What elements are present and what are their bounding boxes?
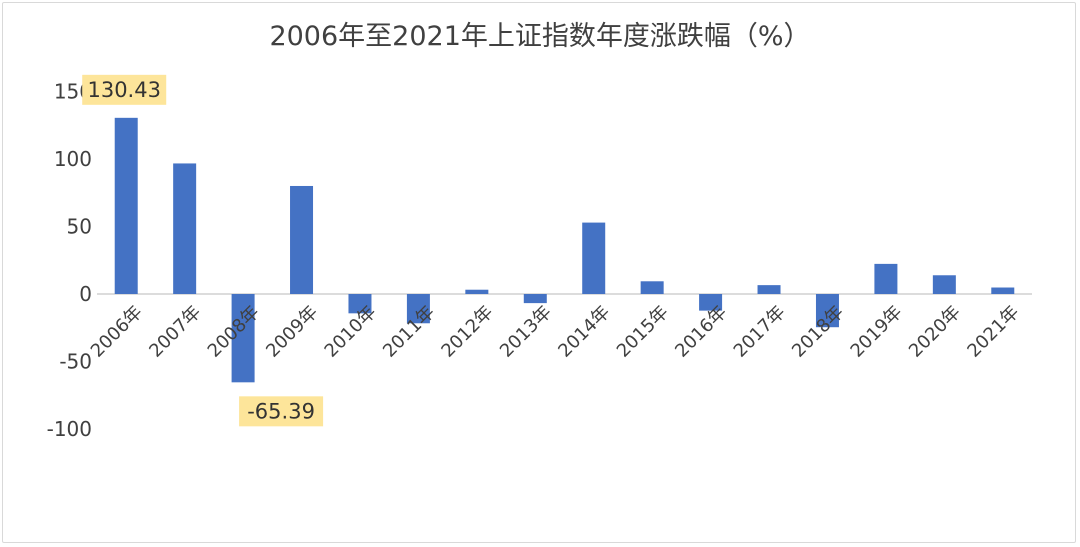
- bar: [874, 263, 898, 294]
- x-tick-label: 2021年: [963, 302, 1023, 362]
- bar: [523, 294, 547, 304]
- data-label-background: [239, 396, 324, 427]
- y-tick-label: 100: [54, 147, 92, 171]
- bar: [991, 287, 1015, 294]
- bar: [699, 294, 723, 311]
- chart-title: 2006年至2021年上证指数年度涨跌幅（%）: [269, 21, 811, 52]
- y-tick-label: 0: [79, 282, 92, 306]
- x-tick-label: 2019年: [847, 302, 907, 362]
- bar: [231, 294, 255, 383]
- y-tick-label: 50: [67, 214, 92, 238]
- x-tick-label: 2007年: [145, 302, 205, 362]
- x-tick-label: 2015年: [613, 302, 673, 362]
- x-tick-label: 2012年: [437, 302, 497, 362]
- x-tick-label: 2009年: [262, 302, 322, 362]
- data-label-highlight: -65.39: [239, 396, 324, 427]
- x-tick-label: 2017年: [730, 302, 790, 362]
- bar: [173, 163, 197, 294]
- data-label: -65.39: [247, 399, 315, 423]
- bar: [465, 289, 489, 294]
- bar: [348, 294, 372, 314]
- bar: [290, 185, 314, 294]
- bar: [406, 294, 430, 324]
- x-tick-label: 2013年: [496, 302, 556, 362]
- y-tick-label: -100: [47, 417, 92, 441]
- x-tick-label: 2016年: [671, 302, 731, 362]
- x-tick-label: 2020年: [905, 302, 965, 362]
- y-tick-label: -50: [59, 350, 92, 374]
- bar: [757, 285, 781, 294]
- bar: [582, 222, 606, 294]
- bar: [114, 117, 138, 294]
- data-label: 130.43: [87, 78, 160, 102]
- bar: [932, 275, 956, 294]
- x-tick-label: 2014年: [554, 302, 614, 362]
- data-label-background: [82, 74, 167, 105]
- bar: [815, 294, 839, 328]
- bar: [640, 281, 664, 294]
- x-tick-label: 2006年: [87, 302, 147, 362]
- data-label-highlight: 130.43: [82, 74, 167, 105]
